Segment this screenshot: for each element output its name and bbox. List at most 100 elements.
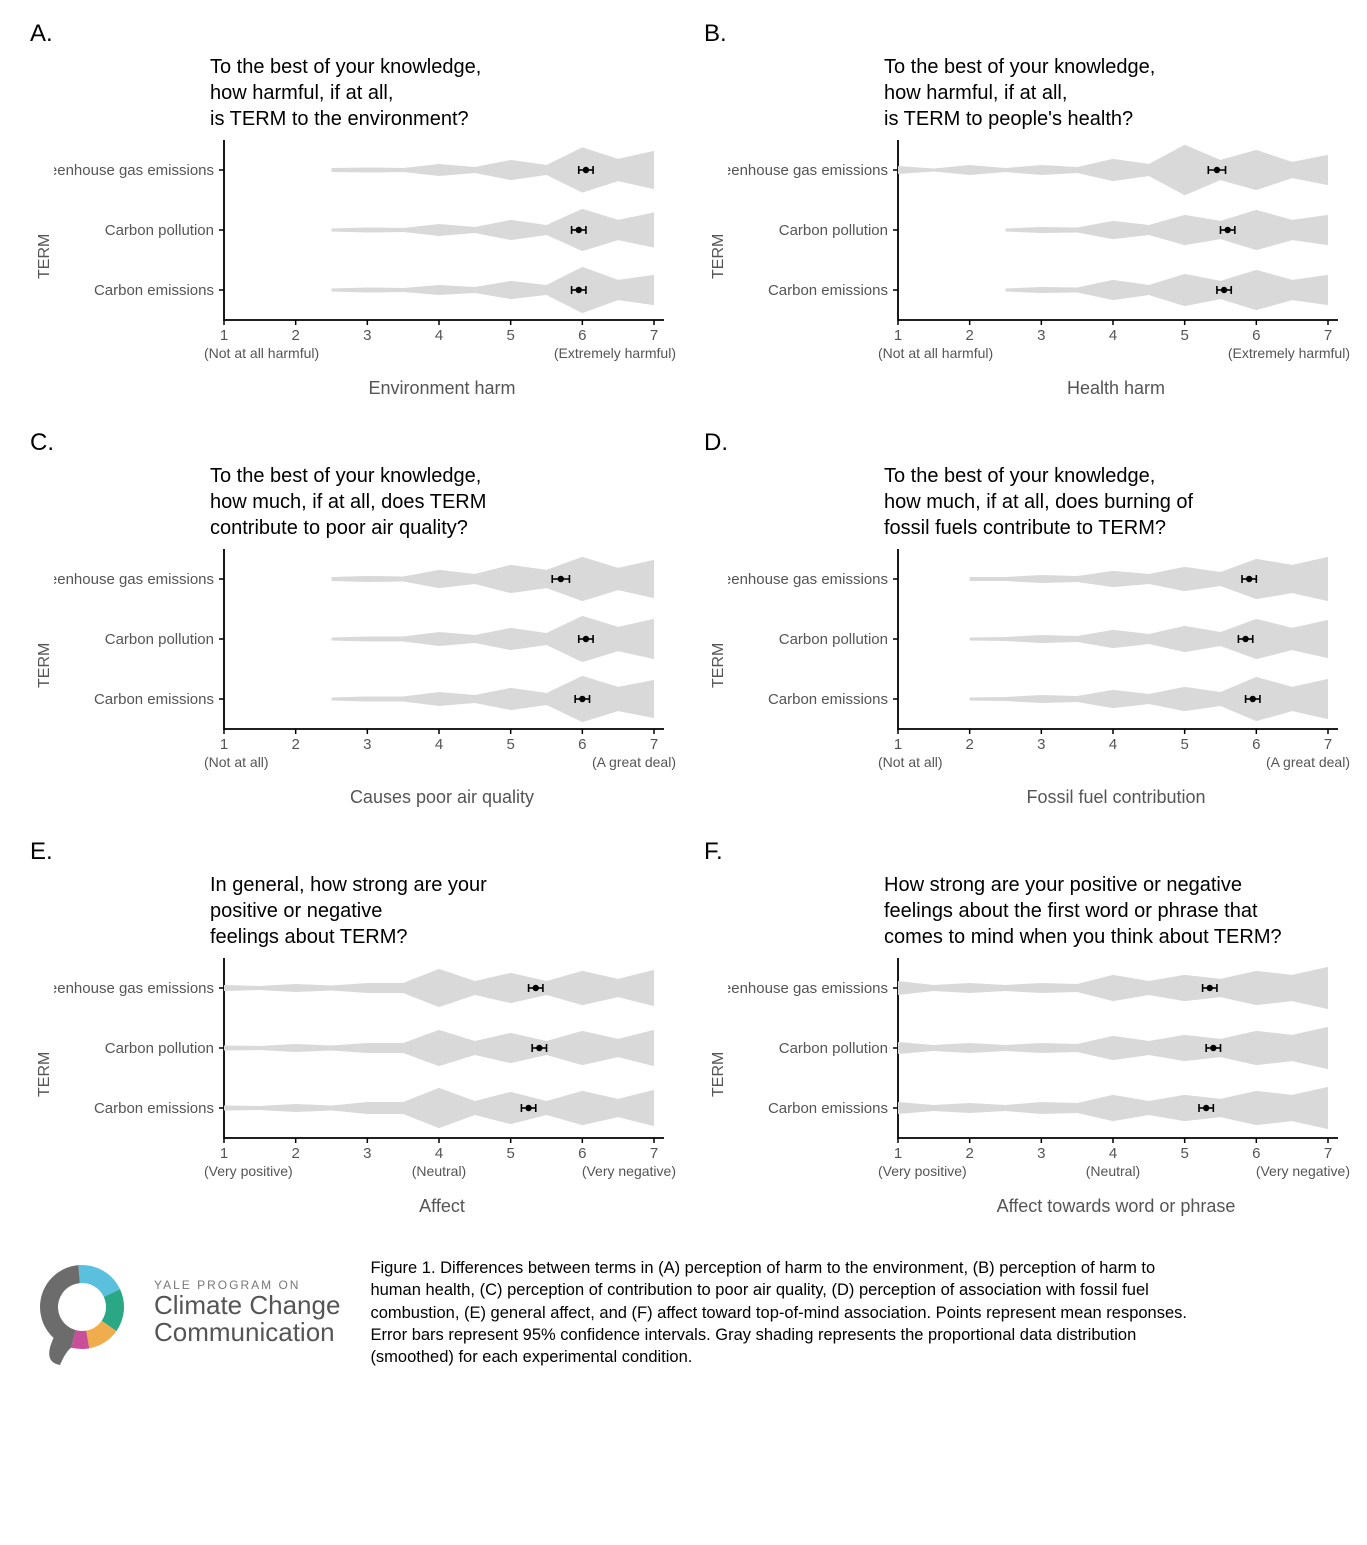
logo-line2: Climate Change (154, 1292, 340, 1319)
y-category-label: Carbon pollution (779, 1040, 888, 1057)
x-axis-title: Health harm (874, 378, 1358, 399)
panel-title: To the best of your knowledge, how harmf… (210, 54, 684, 132)
mean-point (536, 1045, 542, 1051)
x-tick-label: 7 (650, 1145, 658, 1162)
y-category-label: Carbon pollution (105, 1040, 214, 1057)
plot-region: TERMGreenhouse gas emissions Carbon pollu… (704, 958, 1358, 1190)
mean-point (525, 1105, 531, 1111)
panel-title: In general, how strong are your positive… (210, 872, 684, 950)
violin-plot: Greenhouse gas emissionsCarbon pollution… (728, 549, 1358, 781)
mean-point (576, 287, 582, 293)
x-anchor-label: (Extremely harmful) (1228, 345, 1350, 361)
violin-shape (332, 616, 655, 662)
y-category-label: Greenhouse gas emissions (728, 162, 888, 179)
x-tick-label: 7 (1324, 736, 1332, 753)
y-axis-title: TERM (30, 140, 54, 372)
panel-title: To the best of your knowledge, how harmf… (884, 54, 1358, 132)
x-tick-label: 4 (435, 1145, 443, 1162)
x-tick-label: 5 (506, 1145, 514, 1162)
violin-shape (970, 677, 1328, 721)
y-category-label: Greenhouse gas emissions (54, 162, 214, 179)
panel-title: How strong are your positive or negative… (884, 872, 1358, 950)
mean-point (533, 985, 539, 991)
panel-letter: F. (704, 838, 1358, 866)
x-tick-label: 1 (220, 736, 228, 753)
panel-F: F. How strong are your positive or negati… (704, 838, 1358, 1217)
violin-shape (898, 145, 1328, 195)
plot-region: TERMGreenhouse gas emissionsCarbon pollu… (704, 549, 1358, 781)
mean-point (1246, 576, 1252, 582)
footer: YALE PROGRAM ON Climate Change Communica… (30, 1257, 1337, 1368)
x-anchor-label: (Very negative) (582, 1163, 676, 1179)
violin-shape (224, 969, 654, 1007)
y-category-label: Greenhouse gas emissions (728, 571, 888, 588)
x-tick-label: 4 (435, 327, 443, 344)
x-tick-label: 1 (220, 1145, 228, 1162)
x-anchor-label: (Very negative) (1256, 1163, 1350, 1179)
y-axis-title: TERM (704, 958, 728, 1190)
x-tick-label: 3 (363, 1145, 371, 1162)
violin-plot: Greenhouse gas emissionsCarbon pollution… (54, 549, 684, 781)
violin-shape (332, 267, 655, 313)
x-anchor-label: (A great deal) (592, 754, 676, 770)
y-axis-title: TERM (704, 549, 728, 781)
x-anchor-label: (Very positive) (204, 1163, 293, 1179)
yale-logo-icon (30, 1257, 140, 1367)
violin-plot: Greenhouse gas emissions Carbon pollution… (54, 140, 684, 372)
mean-point (1224, 227, 1230, 233)
x-tick-label: 7 (1324, 1145, 1332, 1162)
plot-region: TERMGreenhouse gas emissions Carbon pollu… (30, 140, 684, 372)
x-axis-title: Affect towards word or phrase (874, 1196, 1358, 1217)
logo-text: YALE PROGRAM ON Climate Change Communica… (154, 1278, 340, 1347)
y-category-label: Carbon emissions (94, 282, 214, 299)
x-tick-label: 3 (1037, 1145, 1045, 1162)
y-category-label: Greenhouse gas emissions (54, 980, 214, 997)
panel-D: D.To the best of your knowledge, how muc… (704, 429, 1358, 808)
x-tick-label: 6 (578, 327, 586, 344)
x-tick-label: 2 (291, 736, 299, 753)
x-anchor-label: (Not at all harmful) (878, 345, 993, 361)
x-tick-label: 2 (965, 1145, 973, 1162)
x-tick-label: 3 (1037, 327, 1045, 344)
panel-letter: A. (30, 20, 684, 48)
plot-region: TERMGreenhouse gas emissionsCarbon pollu… (30, 549, 684, 781)
x-tick-label: 6 (1252, 1145, 1260, 1162)
logo-line3: Communication (154, 1319, 340, 1346)
panel-letter: D. (704, 429, 1358, 457)
y-axis-title: TERM (704, 140, 728, 372)
x-tick-label: 2 (965, 736, 973, 753)
mean-point (579, 696, 585, 702)
y-axis-title: TERM (30, 549, 54, 781)
x-tick-label: 4 (435, 736, 443, 753)
x-tick-label: 2 (291, 1145, 299, 1162)
y-category-label: Greenhouse gas emissions (728, 980, 888, 997)
violin-shape (224, 1030, 654, 1066)
x-anchor-label: (Very positive) (878, 1163, 967, 1179)
x-tick-label: 5 (506, 736, 514, 753)
x-tick-label: 6 (1252, 327, 1260, 344)
x-tick-label: 3 (363, 736, 371, 753)
y-category-label: Carbon pollution (105, 222, 214, 239)
violin-shape (1006, 270, 1329, 310)
x-tick-label: 6 (578, 1145, 586, 1162)
x-tick-label: 5 (1180, 1145, 1188, 1162)
y-axis-title: TERM (30, 958, 54, 1190)
violin-plot: Greenhouse gas emissions Carbon pollution… (728, 958, 1358, 1190)
x-anchor-label: (Not at all harmful) (204, 345, 319, 361)
logo-block: YALE PROGRAM ON Climate Change Communica… (30, 1257, 340, 1367)
x-tick-label: 4 (1109, 327, 1117, 344)
violin-shape (898, 967, 1328, 1009)
mean-point (1221, 287, 1227, 293)
mean-point (558, 576, 564, 582)
x-axis-title: Fossil fuel contribution (874, 787, 1358, 808)
mean-point (1203, 1105, 1209, 1111)
violin-shape (898, 1087, 1328, 1129)
x-tick-label: 1 (894, 1145, 902, 1162)
x-tick-label: 6 (1252, 736, 1260, 753)
x-tick-label: 1 (220, 327, 228, 344)
violin-shape (332, 676, 655, 722)
mean-point (1250, 696, 1256, 702)
violin-shape (970, 557, 1328, 601)
y-category-label: Carbon emissions (768, 282, 888, 299)
x-anchor-label: (Extremely harmful) (554, 345, 676, 361)
